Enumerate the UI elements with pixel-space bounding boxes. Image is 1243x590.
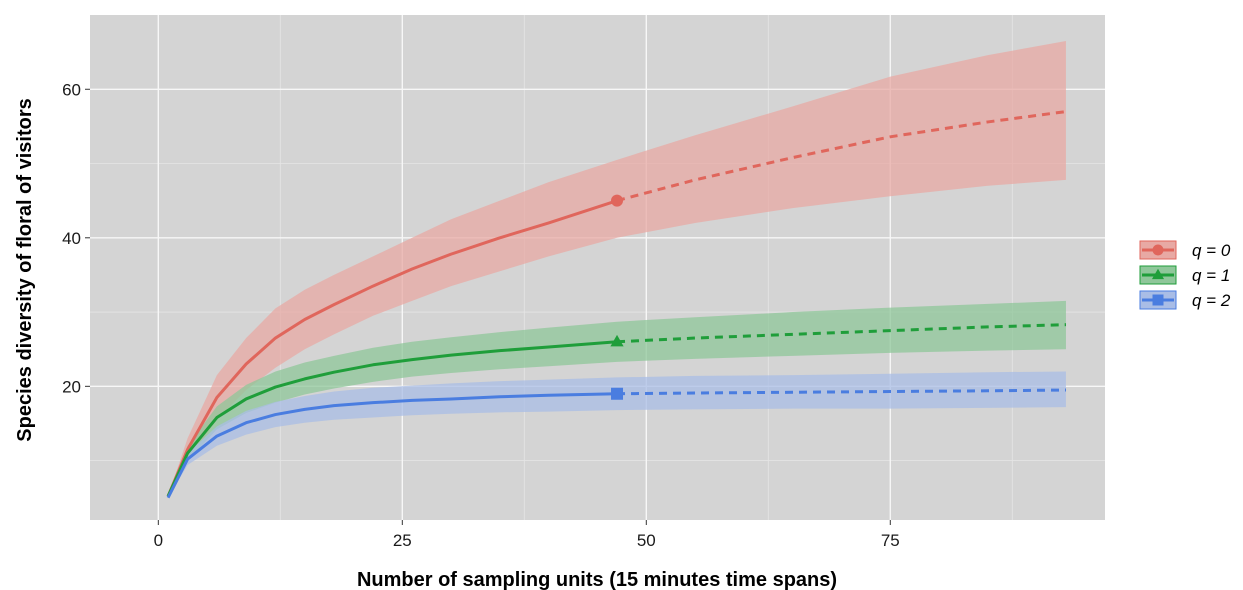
y-tick-label: 20 [62, 377, 81, 396]
line-extrapolated-q-2 [617, 388, 1066, 396]
x-tick-label: 0 [154, 531, 163, 550]
series-markers [610, 194, 624, 400]
line-extrapolated-q-0 [616, 110, 1067, 203]
legend-label-q-0: q = 0 [1192, 241, 1231, 260]
x-tick-label: 25 [393, 531, 412, 550]
y-tick-label: 60 [62, 80, 81, 99]
band-q-1 [168, 300, 1066, 497]
x-tick-label: 75 [881, 531, 900, 550]
x-axis-title: Number of sampling units (15 minutes tim… [357, 569, 837, 590]
y-axis-title: Species diversity of floral of visitors [14, 98, 36, 441]
y-tick-label: 40 [62, 229, 81, 248]
line-observed-q-2 [166, 392, 618, 499]
legend-marker-q-1 [1151, 268, 1165, 280]
marker-q-1 [610, 334, 624, 347]
line-observed-q-0 [166, 199, 618, 497]
legend: q = 0 q = 1 q = 2 [1139, 240, 1231, 310]
legend-label-q-2: q = 2 [1192, 291, 1231, 310]
y-axis-ticks: 20 40 60 [62, 80, 90, 396]
legend-marker-q-2 [1152, 294, 1164, 306]
band-q-0 [168, 40, 1066, 497]
series-lines [166, 110, 1067, 499]
line-extrapolated-q-1 [616, 323, 1067, 344]
legend-marker-q-0 [1152, 244, 1164, 256]
marker-q-2 [611, 387, 624, 400]
x-axis-ticks: 0 25 50 75 [154, 520, 900, 550]
x-tick-label: 50 [637, 531, 656, 550]
legend-label-q-1: q = 1 [1192, 266, 1230, 285]
line-observed-q-1 [166, 340, 618, 497]
marker-q-0 [611, 194, 624, 207]
